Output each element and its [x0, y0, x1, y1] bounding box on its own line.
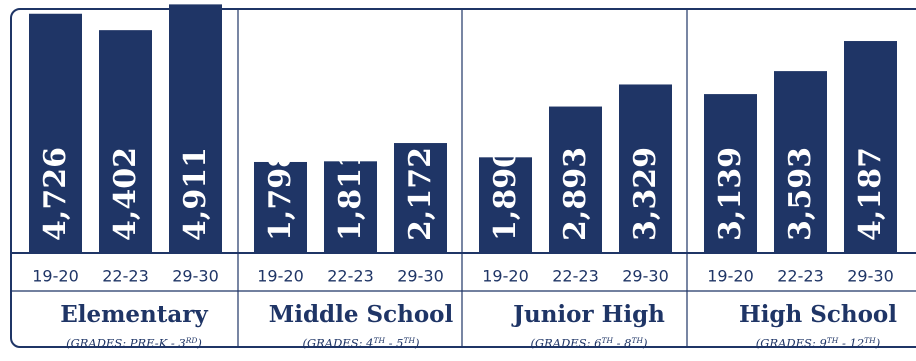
group-subtitle: (GRADES: 9TH - 12TH) — [756, 336, 880, 351]
bar-value-label: 2,172 — [403, 147, 438, 241]
bar-value-label: 4,187 — [853, 147, 888, 241]
subtitle-part: ) — [414, 336, 420, 350]
superscript: TH — [864, 336, 876, 345]
x-tick-label: 29-30 — [847, 267, 894, 286]
bar — [99, 30, 152, 254]
subtitle-part: (GRADES: 9 — [756, 336, 827, 350]
x-tick-label: 19-20 — [482, 267, 529, 286]
subtitle-part: ) — [642, 336, 648, 350]
x-tick-label: 19-20 — [707, 267, 754, 286]
group-title: Elementary — [60, 301, 208, 328]
subtitle-part: ) — [196, 336, 202, 350]
bar-value-label: 2,893 — [558, 147, 593, 241]
bar-value-label: 1,890 — [488, 147, 523, 241]
subtitle-part: (GRADES: 6 — [530, 336, 601, 350]
group-title: High School — [739, 301, 897, 328]
group-subtitle: (GRADES: 6TH - 8TH) — [530, 336, 647, 351]
bar-value-label: 1,798 — [263, 147, 298, 241]
bar — [324, 161, 377, 253]
x-tick-label: 19-20 — [257, 267, 304, 286]
x-tick-label: 29-30 — [397, 267, 444, 286]
x-tick-label: 22-23 — [102, 267, 149, 286]
bar-value-label: 3,139 — [713, 147, 748, 241]
bar — [844, 41, 897, 253]
bar-value-label: 4,402 — [108, 147, 143, 241]
bar — [169, 4, 222, 253]
superscript: TH — [632, 336, 644, 345]
bar — [29, 13, 82, 254]
bar — [704, 94, 757, 253]
group-title: Middle School — [269, 301, 454, 328]
bar-value-label: 4,726 — [38, 147, 73, 241]
subtitle-part: - 12 — [838, 336, 864, 350]
bar — [479, 157, 532, 253]
subtitle-part: - 8 — [613, 336, 632, 350]
bar-value-label: 3,593 — [783, 147, 818, 241]
x-tick-label: 22-23 — [777, 267, 824, 286]
x-tick-label: 29-30 — [622, 267, 669, 286]
chart-frame — [10, 8, 916, 348]
superscript: TH — [373, 336, 385, 345]
group-title: Junior High — [511, 301, 665, 328]
group-subtitle: (GRADES: 4TH - 5TH) — [302, 336, 419, 351]
bar — [254, 161, 307, 253]
bar-value-label: 1,811 — [333, 147, 368, 241]
bar — [549, 106, 602, 254]
x-tick-label: 19-20 — [32, 267, 79, 286]
subtitle-part: ) — [875, 336, 881, 350]
bar-value-label: 3,329 — [628, 147, 663, 241]
bar-value-label: 4,911 — [178, 147, 213, 241]
x-tick-label: 22-23 — [552, 267, 599, 286]
superscript: TH — [404, 336, 416, 345]
subtitle-part: - 5 — [385, 336, 404, 350]
bar — [619, 84, 672, 253]
bar — [394, 143, 447, 253]
group-subtitle: (GRADES: PRE-K - 3RD) — [66, 336, 202, 351]
superscript: TH — [827, 336, 839, 345]
superscript: TH — [601, 336, 613, 345]
superscript: RD — [185, 336, 198, 345]
bar — [774, 71, 827, 254]
x-tick-label: 22-23 — [327, 267, 374, 286]
subtitle-part: (GRADES: 4 — [302, 336, 373, 350]
x-tick-label: 29-30 — [172, 267, 219, 286]
subtitle-part: (GRADES: PRE-K - 3 — [66, 336, 186, 350]
